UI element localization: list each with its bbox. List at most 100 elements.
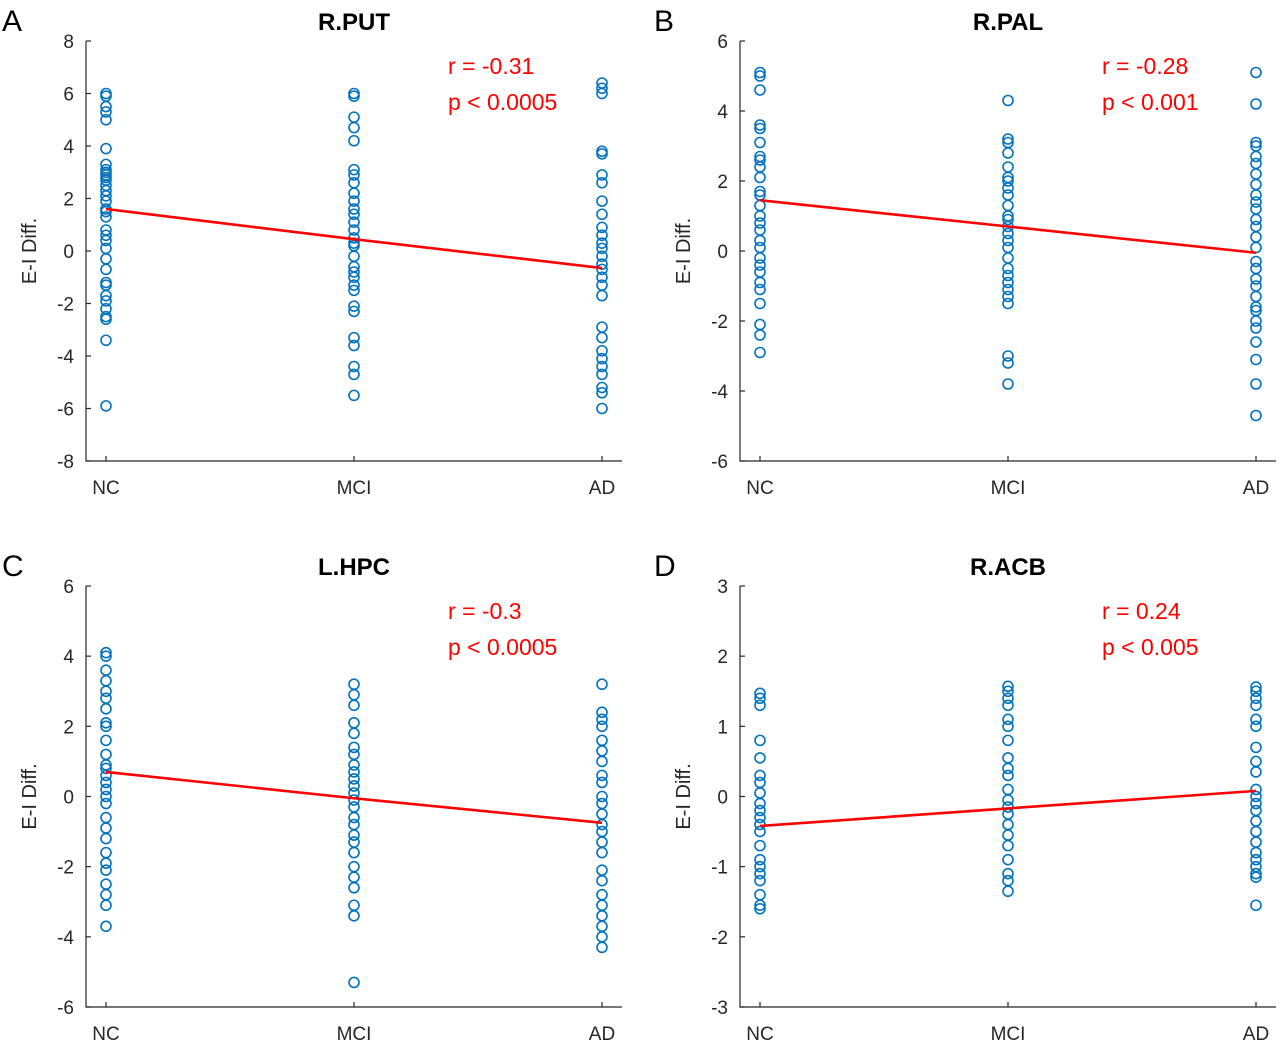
- data-point: [1250, 867, 1262, 880]
- data-point: [754, 266, 766, 278]
- data-point: [596, 909, 608, 922]
- data-point: [754, 853, 766, 866]
- p-value-label: p < 0.001: [1102, 89, 1199, 115]
- y-axis-label: E-I Diff.: [19, 218, 41, 284]
- data-point: [1002, 699, 1014, 712]
- y-tick-label: -1: [711, 858, 728, 879]
- x-tick-label: MCI: [337, 1024, 372, 1040]
- y-axis-label: E-I Diff.: [673, 218, 695, 284]
- data-point: [1002, 252, 1014, 264]
- data-point: [1250, 353, 1262, 366]
- data-point: [754, 276, 766, 289]
- data-point: [100, 289, 112, 302]
- data-point: [1250, 98, 1262, 110]
- data-point: [596, 87, 608, 100]
- data-point: [100, 100, 112, 113]
- data-point: [348, 224, 360, 236]
- data-point: [596, 321, 608, 333]
- data-point: [754, 804, 766, 817]
- data-point: [100, 846, 112, 859]
- panel-letter: C: [2, 550, 24, 583]
- data-point: [1002, 133, 1014, 145]
- data-point: [100, 646, 112, 659]
- data-point: [348, 111, 360, 123]
- x-tick-label: MCI: [991, 1024, 1026, 1040]
- data-point: [1250, 273, 1262, 285]
- data-point: [348, 811, 360, 824]
- y-tick-label: -2: [711, 312, 728, 333]
- regression-line: [105, 770, 603, 825]
- data-point: [754, 318, 766, 331]
- data-point: [596, 208, 608, 221]
- data-point: [754, 217, 766, 229]
- data-point: [596, 169, 608, 181]
- data-point: [1250, 692, 1262, 705]
- data-point: [348, 279, 360, 291]
- y-tick-label: 6: [717, 32, 728, 53]
- data-point: [596, 864, 608, 876]
- correlation-r-label: r = -0.31: [448, 53, 534, 79]
- data-point: [596, 352, 608, 365]
- data-point: [100, 334, 112, 347]
- data-point: [596, 331, 608, 344]
- data-point: [596, 148, 608, 160]
- data-point: [1002, 808, 1014, 820]
- data-point: [100, 106, 112, 118]
- data-point: [1250, 685, 1262, 698]
- data-point: [1250, 322, 1262, 334]
- data-point: [348, 871, 360, 883]
- y-tick-label: 0: [63, 788, 74, 809]
- data-point: [754, 752, 766, 764]
- data-point: [754, 241, 766, 254]
- data-point: [754, 867, 766, 880]
- y-tick-label: -6: [57, 998, 74, 1019]
- data-point: [1002, 276, 1014, 289]
- data-point: [348, 360, 360, 373]
- data-point: [1002, 720, 1014, 733]
- data-point: [100, 783, 112, 796]
- data-point: [348, 801, 360, 813]
- data-point: [754, 811, 766, 824]
- data-point: [100, 790, 112, 803]
- data-point: [596, 344, 608, 357]
- data-point: [1002, 269, 1014, 282]
- data-point: [596, 402, 608, 415]
- data-point: [1002, 175, 1014, 187]
- data-point: [1250, 315, 1262, 327]
- data-point: [596, 941, 608, 954]
- data-point: [1250, 846, 1262, 859]
- data-point: [1250, 136, 1262, 149]
- data-point: [1250, 255, 1262, 268]
- data-point: [1002, 839, 1014, 852]
- data-point: [1250, 280, 1262, 292]
- data-point: [596, 237, 608, 249]
- data-point: [100, 734, 112, 747]
- data-point: [100, 263, 112, 276]
- data-point: [348, 250, 360, 263]
- data-point: [596, 195, 608, 207]
- data-point: [596, 720, 608, 733]
- y-tick-label: 4: [717, 102, 728, 123]
- data-point: [348, 134, 360, 147]
- data-point: [754, 136, 766, 149]
- y-tick-label: 0: [63, 242, 74, 263]
- x-tick-label: MCI: [337, 478, 372, 499]
- data-point: [100, 113, 112, 126]
- data-point: [754, 297, 766, 310]
- data-point: [348, 748, 360, 761]
- data-point: [348, 163, 360, 176]
- data-point: [754, 346, 766, 359]
- data-point: [1002, 357, 1014, 369]
- data-point: [1002, 189, 1014, 201]
- data-point: [100, 720, 112, 733]
- data-point: [596, 899, 608, 912]
- data-point: [1250, 899, 1262, 912]
- data-point: [1002, 713, 1014, 726]
- data-point: [1002, 769, 1014, 782]
- data-point: [1002, 794, 1014, 806]
- data-point: [596, 797, 608, 810]
- data-point: [348, 678, 360, 691]
- data-point: [100, 748, 112, 761]
- data-point: [596, 713, 608, 726]
- data-point: [596, 381, 608, 394]
